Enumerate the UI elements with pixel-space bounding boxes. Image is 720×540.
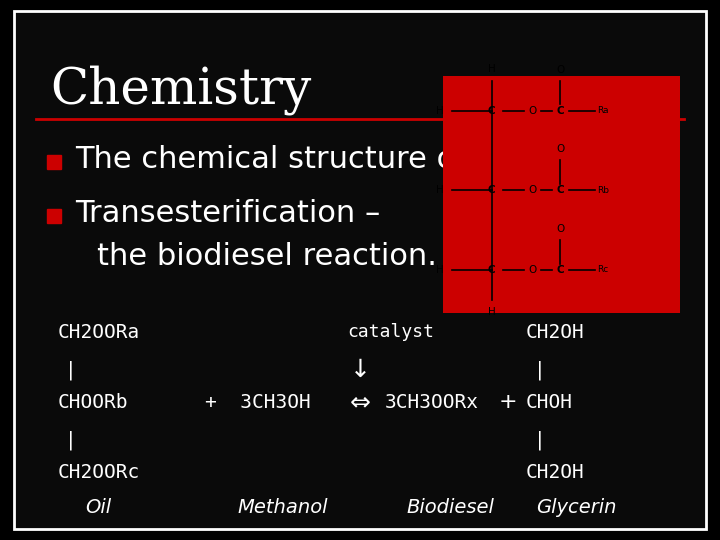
- Text: O: O: [556, 224, 564, 234]
- Text: +: +: [498, 392, 517, 413]
- Text: Methanol: Methanol: [238, 498, 328, 517]
- Text: Glycerin: Glycerin: [536, 498, 617, 517]
- Text: Transesterification –: Transesterification –: [76, 199, 381, 228]
- FancyBboxPatch shape: [443, 76, 680, 313]
- Text: H: H: [488, 64, 495, 74]
- Text: C: C: [557, 106, 564, 116]
- Text: C: C: [488, 265, 495, 275]
- Text: +  3CH3OH: + 3CH3OH: [205, 393, 311, 412]
- Text: H: H: [436, 185, 444, 195]
- Text: CH2OH: CH2OH: [526, 322, 585, 342]
- Text: Chemistry: Chemistry: [50, 65, 312, 115]
- Text: Biodiesel: Biodiesel: [407, 498, 495, 517]
- Text: Oil: Oil: [85, 498, 111, 517]
- Text: O: O: [556, 64, 564, 75]
- Text: H: H: [436, 265, 444, 275]
- Text: H: H: [436, 106, 444, 116]
- Text: ↓: ↓: [349, 358, 371, 382]
- Text: O: O: [556, 144, 564, 154]
- Text: CHOH: CHOH: [526, 393, 572, 412]
- Text: Rc: Rc: [598, 266, 609, 274]
- Text: C: C: [488, 185, 495, 195]
- Text: |: |: [65, 360, 76, 380]
- Text: O: O: [528, 106, 537, 116]
- Text: Ra: Ra: [598, 106, 609, 115]
- Text: C: C: [488, 106, 495, 116]
- Text: Rb: Rb: [598, 186, 610, 194]
- Text: the biodiesel reaction.: the biodiesel reaction.: [97, 242, 437, 271]
- Text: CH2OH: CH2OH: [526, 463, 585, 482]
- Text: H: H: [488, 307, 495, 317]
- Text: 3CH3OORx: 3CH3OORx: [385, 393, 480, 412]
- Text: ⇔: ⇔: [349, 390, 371, 414]
- Text: |: |: [65, 430, 76, 450]
- Text: |: |: [534, 360, 546, 380]
- Text: O: O: [528, 185, 537, 195]
- Text: C: C: [557, 265, 564, 275]
- Text: |: |: [534, 430, 546, 450]
- Text: The chemical structure of oil.: The chemical structure of oil.: [76, 145, 521, 174]
- Text: CHOORb: CHOORb: [58, 393, 128, 412]
- Text: C: C: [557, 185, 564, 195]
- Text: catalyst: catalyst: [347, 323, 434, 341]
- Text: O: O: [528, 265, 537, 275]
- Text: CH2OORa: CH2OORa: [58, 322, 140, 342]
- Text: CH2OORc: CH2OORc: [58, 463, 140, 482]
